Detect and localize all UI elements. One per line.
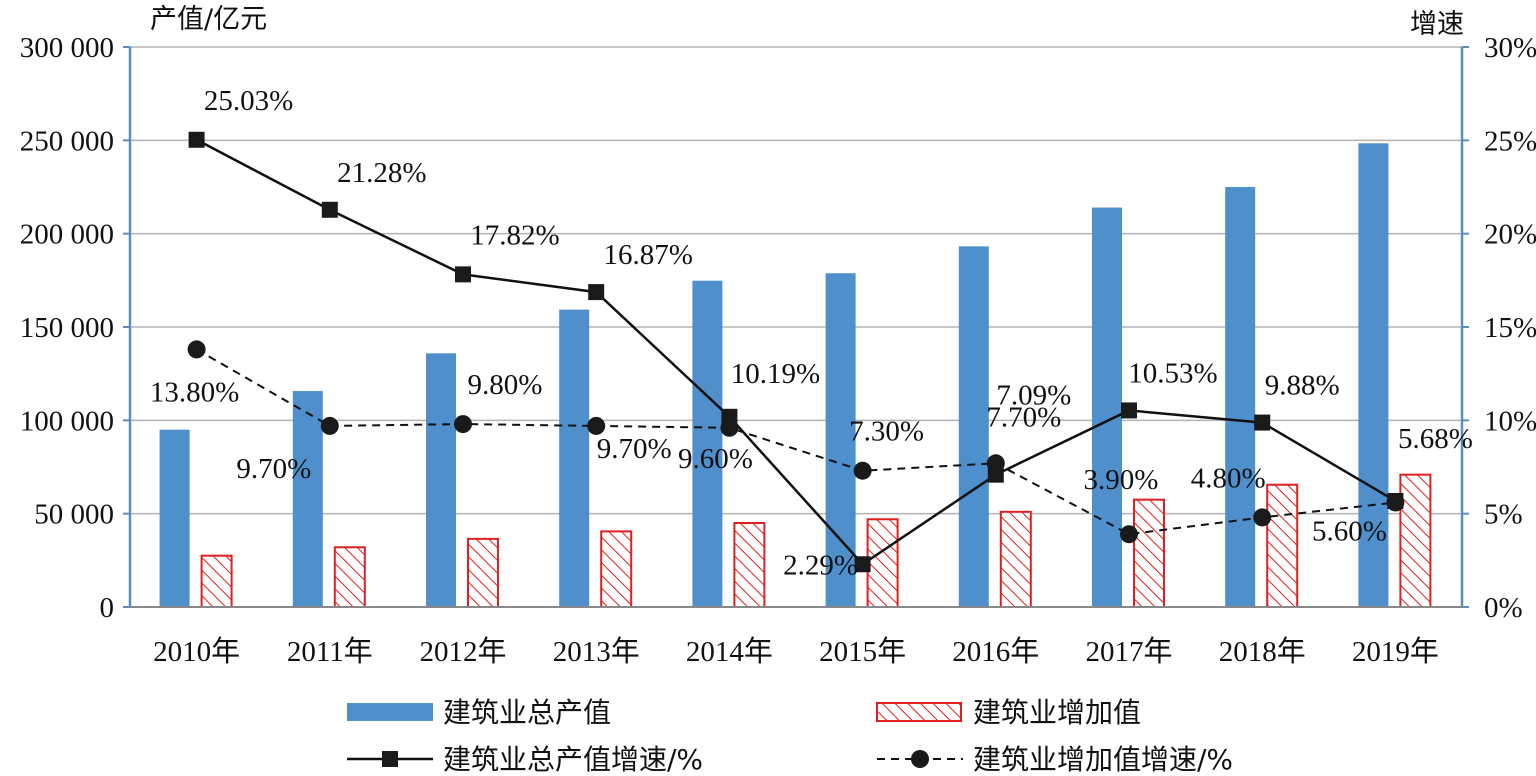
gridlines: [130, 46, 1462, 515]
left-tick-label: 50 000: [34, 499, 114, 531]
right-tick-label: 20%: [1484, 219, 1536, 251]
data-label-total-output-growth: 17.82%: [470, 219, 559, 251]
right-tick-label: 15%: [1484, 312, 1536, 344]
x-tick-label: 2015年: [819, 635, 906, 668]
right-axis-label: 增速: [1410, 9, 1464, 40]
marker-total-output-growth: [721, 408, 738, 425]
marker-total-output-growth: [188, 131, 205, 148]
x-tick-label: 2019年: [1352, 635, 1439, 668]
marker-total-output-growth: [1387, 492, 1404, 509]
right-tick-label: 10%: [1484, 405, 1536, 437]
bar-value-added: [467, 537, 499, 608]
bar-total-output: [426, 353, 456, 607]
data-label-total-output-growth: 7.09%: [996, 380, 1071, 412]
bar-total-output: [1358, 143, 1389, 607]
bar-value-added: [733, 522, 766, 608]
bar-total-output: [292, 391, 323, 607]
bar-value-added: [866, 518, 899, 608]
data-label-total-output-growth: 10.53%: [1128, 357, 1217, 389]
line-total-output-growth: [196, 138, 1397, 566]
legend-swatch-total-output: [347, 703, 433, 721]
data-label-total-output-growth: 2.29%: [783, 549, 858, 581]
data-label-total-output-growth: 10.19%: [731, 358, 820, 390]
marker-total-output-growth: [1121, 402, 1137, 419]
data-label-total-output-growth: 9.88%: [1265, 370, 1340, 402]
right-tick-label: 30%: [1484, 32, 1536, 64]
legend-marker-circle: [911, 750, 929, 768]
data-label-value-added-growth: 5.60%: [1312, 515, 1387, 547]
bar-value-added: [1399, 473, 1432, 608]
marker-total-output-growth: [321, 201, 338, 218]
left-axis-label: 产值/亿元: [150, 4, 267, 35]
bar-value-added: [600, 530, 633, 609]
data-label-value-added-growth: 9.60%: [678, 443, 753, 475]
data-label-total-output-growth: 25.03%: [204, 85, 293, 117]
data-label-value-added-growth: 13.80%: [150, 376, 239, 408]
right-tick-label: 5%: [1484, 499, 1523, 531]
bars: [159, 143, 1432, 609]
data-label-total-output-growth: 16.87%: [603, 239, 692, 271]
left-tick-label: 150 000: [20, 312, 114, 344]
data-label-value-added-growth: 3.90%: [1084, 464, 1159, 496]
marker-total-output-growth: [987, 466, 1004, 483]
x-tick-label: 2011年: [287, 635, 373, 668]
legend-label-total-output: 建筑业总产值: [443, 696, 611, 729]
bar-total-output: [159, 429, 190, 607]
legend-marker-square: [382, 751, 398, 767]
legend-label-total-output-growth: 建筑业总产值增速/%: [443, 743, 703, 776]
marker-value-added-growth: [320, 416, 339, 435]
left-tick-label: 250 000: [20, 125, 114, 157]
bar-total-output: [1092, 207, 1122, 608]
bar-total-output: [958, 246, 989, 608]
marker-total-output-growth: [588, 284, 605, 301]
x-tick-label: 2010年: [153, 635, 240, 668]
x-tick-label: 2018年: [1219, 635, 1306, 668]
lines: [187, 131, 1405, 573]
data-label-value-added-growth: 4.80%: [1191, 462, 1266, 494]
legend-label-value-added-growth: 建筑业增加值增速/%: [973, 743, 1233, 776]
x-tick-label: 2012年: [419, 635, 506, 668]
marker-value-added-growth: [1120, 525, 1138, 544]
bar-total-output: [559, 309, 590, 607]
data-label-value-added-growth: 7.70%: [986, 401, 1061, 433]
bar-value-added: [200, 554, 233, 609]
marker-value-added-growth: [454, 415, 472, 434]
line-value-added-growth: [196, 348, 1396, 536]
legend-swatch-value-added: [876, 702, 962, 722]
right-tick-label: 0%: [1484, 592, 1523, 624]
x-tick-label: 2013年: [553, 635, 640, 668]
data-label-value-added-growth: 7.30%: [849, 416, 924, 448]
marker-total-output-growth: [1254, 414, 1271, 431]
left-tick-label: 100 000: [20, 405, 114, 437]
x-tick-label: 2016年: [952, 635, 1039, 668]
marker-value-added-growth: [587, 416, 606, 435]
x-tick-label: 2017年: [1085, 635, 1172, 668]
bar-total-output: [1225, 187, 1256, 607]
data-label-value-added-growth: 9.80%: [468, 369, 543, 401]
data-labels: 25.03% 21.28% 17.82% 16.87% 10.19% 2.29% 7.09%…: [150, 85, 1473, 581]
legend-label-value-added: 建筑业增加值: [973, 696, 1141, 729]
bar-total-output: [692, 280, 723, 607]
left-tick-label: 200 000: [20, 219, 114, 251]
left-tick-label: 300 000: [20, 32, 114, 64]
marker-value-added-growth: [1253, 508, 1272, 527]
bar-value-added: [333, 546, 366, 608]
marker-value-added-growth: [187, 340, 206, 359]
axes: 产值/亿元 增速 0 50 000 100 000 150 000 200 000 250…: [20, 4, 1536, 668]
marker-total-output-growth: [455, 266, 471, 283]
right-tick-label: 25%: [1484, 125, 1536, 157]
data-label-total-output-growth: 21.28%: [337, 157, 426, 189]
bar-value-added: [999, 510, 1032, 608]
x-tick-label: 2014年: [686, 635, 773, 668]
bar-value-added: [1133, 498, 1165, 608]
left-tick-label: 0: [100, 592, 115, 624]
marker-total-output-growth: [854, 556, 871, 573]
bar-value-added: [1266, 483, 1299, 609]
data-label-value-added-growth: 9.70%: [597, 433, 672, 465]
marker-value-added-growth: [853, 461, 872, 480]
data-label-total-output-growth: 5.68%: [1398, 423, 1473, 455]
data-label-value-added-growth: 9.70%: [236, 453, 311, 485]
